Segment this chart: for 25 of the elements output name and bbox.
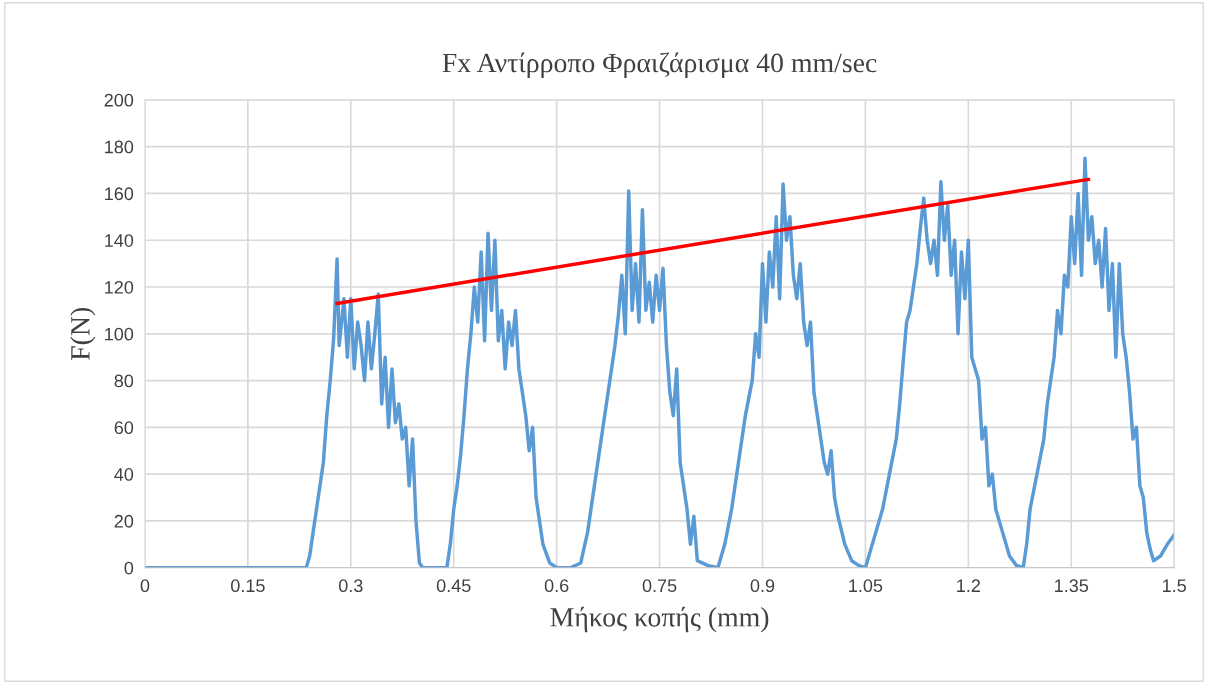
x-tick-label: 1.2 (957, 579, 980, 592)
chart-title: Fx Αντίρροπο Φραιζάρισμα 40 mm/sec (442, 52, 877, 79)
y-tick-label: 80 (114, 374, 134, 388)
x-tick-label: 0 (140, 579, 150, 593)
x-tick-label: 1.05 (849, 579, 883, 593)
y-axis-title: F(N) (70, 308, 96, 360)
x-tick-label: 1.35 (1055, 579, 1089, 593)
x-tick-label: 0.45 (436, 579, 471, 593)
x-tick-label: 0.15 (231, 579, 265, 593)
x-tick-label: 1.5 (1163, 579, 1186, 593)
y-tick-label: 160 (105, 187, 134, 201)
y-tick-label: 180 (105, 140, 134, 154)
y-tick-label: 200 (104, 93, 134, 107)
y-tick-label: 20 (114, 514, 134, 528)
x-tick-label: 0.9 (750, 579, 775, 593)
y-tick-label: 60 (114, 421, 134, 435)
y-tick-label: 120 (105, 280, 134, 294)
y-tick-label: 0 (124, 561, 134, 575)
x-tick-label: 0.3 (338, 579, 363, 593)
y-tick-label: 140 (105, 234, 134, 247)
x-tick-label: 0.6 (544, 579, 569, 593)
y-tick-label: 100 (105, 327, 134, 341)
x-tick-label: 0.75 (642, 579, 677, 593)
y-tick-label: 40 (114, 468, 134, 481)
x-axis-title: Μήκος κοπής (mm) (550, 606, 769, 633)
